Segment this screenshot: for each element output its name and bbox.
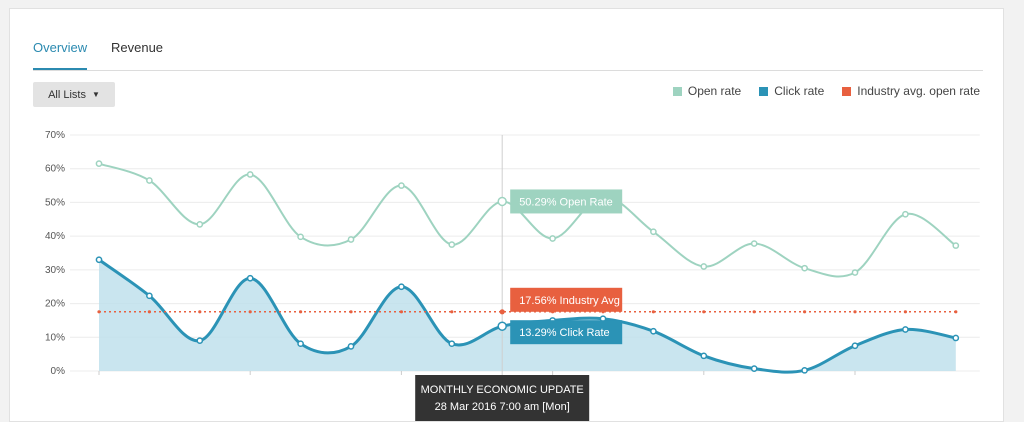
open-rate-point[interactable]: [196, 220, 204, 228]
open-rate-point[interactable]: [146, 177, 153, 184]
click-rate-point[interactable]: [448, 340, 456, 348]
open-rate-line: [98, 162, 957, 278]
industry-avg-point[interactable]: [803, 310, 807, 314]
industry-avg-point[interactable]: [853, 310, 857, 314]
open-rate-point[interactable]: [497, 196, 507, 207]
legend-label-click-rate: Click rate: [774, 84, 825, 98]
tab-revenue[interactable]: Revenue: [111, 40, 164, 55]
click-rate-point[interactable]: [196, 337, 204, 345]
click-rate-label-bg: [510, 320, 623, 345]
click-rate-point[interactable]: [902, 326, 909, 333]
industry-avg-point[interactable]: [399, 310, 403, 314]
open-rate-point[interactable]: [650, 228, 657, 236]
open-rate-point[interactable]: [549, 235, 556, 242]
open-rate-point[interactable]: [952, 242, 960, 249]
click-rate-point[interactable]: [750, 365, 758, 372]
click-rate-point[interactable]: [146, 292, 153, 300]
open-rate-point[interactable]: [700, 263, 708, 270]
click-rate-point[interactable]: [650, 327, 657, 335]
industry-avg-point[interactable]: [702, 310, 706, 314]
open-rate-point[interactable]: [801, 264, 808, 272]
y-tick-label: 30%: [45, 265, 65, 276]
tooltip-date: 28 Mar 2016 7:00 am [Mon]: [435, 401, 570, 413]
open-rate-label-text: 50.29% Open Rate: [519, 196, 613, 208]
industry-avg-point[interactable]: [349, 310, 353, 314]
tab-overview[interactable]: Overview: [33, 40, 88, 70]
industry-avg-label: 17.56% Industry Avg: [510, 287, 623, 312]
legend-label-industry-avg: Industry avg. open rate: [857, 84, 980, 98]
y-tick-label: 60%: [45, 164, 65, 175]
click-rate-point[interactable]: [700, 352, 708, 360]
tooltip-bg: [415, 375, 590, 421]
click-rate-point[interactable]: [246, 274, 254, 282]
y-tick-label: 70%: [45, 130, 65, 141]
industry-avg-point[interactable]: [147, 310, 151, 314]
open-rate-point[interactable]: [246, 171, 254, 178]
click-rate-point[interactable]: [851, 342, 859, 350]
tooltip-title: MONTHLY ECONOMIC UPDATE: [421, 384, 584, 396]
click-rate-point[interactable]: [952, 334, 960, 342]
industry-avg-point[interactable]: [499, 309, 505, 315]
legend-swatch-click-rate: [759, 86, 769, 96]
open-rate-point[interactable]: [750, 240, 758, 247]
open-rate-point[interactable]: [902, 210, 909, 218]
open-rate-label-bg: [510, 189, 623, 214]
campaign-rates-chart: 0% 10% 20% 30% 40% 50% 60% 70% 50.29% Open Rate…: [45, 130, 980, 421]
list-filter-dropdown[interactable]: All Lists ▼: [33, 82, 115, 107]
industry-avg-point[interactable]: [651, 310, 656, 314]
click-rate-area: [99, 259, 956, 373]
industry-avg-point[interactable]: [97, 310, 101, 314]
open-rate-point[interactable]: [448, 241, 456, 248]
legend-item-industry-avg[interactable]: Industry avg. open rate: [842, 84, 980, 98]
chevron-down-icon: ▼: [91, 90, 100, 99]
list-filter-label: All Lists: [48, 88, 86, 101]
industry-avg-label-bg: [510, 287, 623, 312]
industry-avg-point[interactable]: [450, 310, 454, 314]
legend-item-open-rate[interactable]: Open rate: [672, 84, 742, 98]
industry-avg-point[interactable]: [752, 310, 756, 314]
industry-avg-point[interactable]: [954, 310, 958, 314]
click-rate-label: 13.29% Click Rate: [510, 320, 623, 345]
y-tick-label: 10%: [45, 332, 65, 343]
click-rate-label-text: 13.29% Click Rate: [519, 327, 610, 339]
open-rate-label: 50.29% Open Rate: [510, 189, 623, 214]
click-rate-point[interactable]: [497, 321, 507, 331]
industry-avg-point[interactable]: [903, 310, 908, 314]
y-tick-label: 0%: [51, 366, 66, 377]
click-rate-point[interactable]: [95, 256, 103, 264]
legend-swatch-industry-avg: [842, 86, 852, 96]
tab-bar: Overview Revenue: [33, 40, 983, 71]
open-rate-point[interactable]: [398, 182, 405, 189]
open-rate-point[interactable]: [347, 236, 355, 243]
open-rate-point[interactable]: [851, 269, 859, 276]
click-rate-point[interactable]: [398, 283, 405, 291]
click-rate-point[interactable]: [801, 366, 808, 374]
open-rate-point[interactable]: [297, 233, 304, 241]
click-rate-point[interactable]: [347, 343, 355, 350]
hover-tooltip: MONTHLY ECONOMIC UPDATE 28 Mar 2016 7:00 …: [415, 375, 590, 421]
legend-item-click-rate[interactable]: Click rate: [759, 84, 824, 98]
chart-card: Overview Revenue All Lists ▼ Open rate C…: [9, 8, 1004, 422]
click-rate-point[interactable]: [297, 340, 304, 348]
y-tick-label: 20%: [45, 299, 65, 310]
open-rate-point[interactable]: [95, 160, 103, 168]
y-tick-label: 40%: [45, 231, 65, 242]
industry-avg-label-text: 17.56% Industry Avg: [519, 295, 620, 307]
industry-avg-point[interactable]: [198, 310, 202, 314]
legend-swatch-open-rate: [672, 86, 682, 96]
chart-legend: Open rate Click rate Industry avg. open …: [655, 84, 980, 98]
industry-avg-point[interactable]: [248, 310, 252, 314]
y-tick-label: 50%: [45, 197, 65, 208]
industry-avg-point[interactable]: [299, 310, 303, 314]
legend-label-open-rate: Open rate: [687, 84, 742, 98]
